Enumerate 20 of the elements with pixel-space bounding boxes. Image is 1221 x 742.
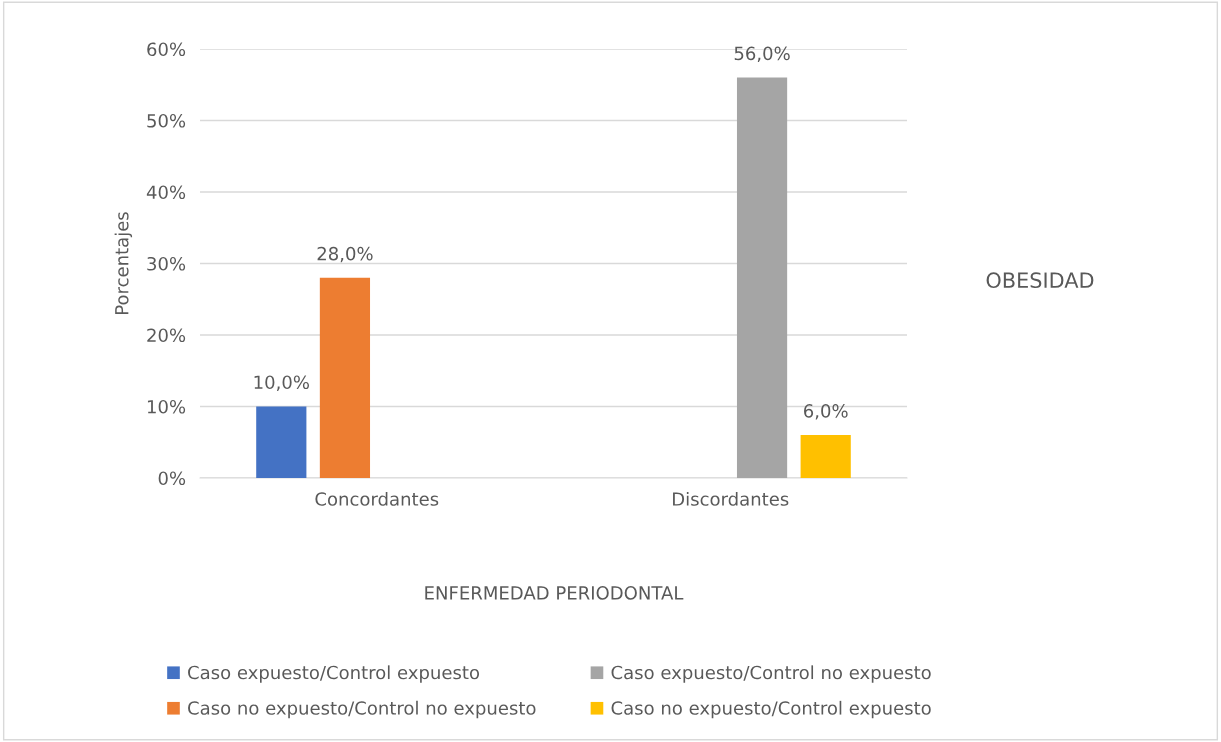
y-tick-label: 30% xyxy=(147,256,186,271)
x-tick-label: Concordantes xyxy=(315,491,439,506)
y-tick-label: 10% xyxy=(147,399,186,414)
y-tick-label: 50% xyxy=(147,113,186,128)
legend-label: Caso no expuesto/Control no expuesto xyxy=(188,700,536,719)
y-tick-label: 20% xyxy=(147,328,186,343)
data-label: 6,0% xyxy=(804,404,848,420)
x-axis-title: ENFERMEDAD PERIODONTAL xyxy=(425,586,684,600)
legend-label: Caso expuesto/Control expuesto xyxy=(188,665,480,683)
text: OBESIDAD xyxy=(986,272,1094,289)
data-label: 10,0% xyxy=(254,375,309,391)
y-tick-label: 60% xyxy=(147,42,186,57)
data-label: 28,0% xyxy=(317,246,373,263)
data-label: 56,0% xyxy=(734,46,790,63)
y-tick-label: 40% xyxy=(146,185,186,200)
legend-label: Caso expuesto/Control no expuesto xyxy=(611,665,931,683)
legend-label: Caso no expuesto/Control expuesto xyxy=(611,700,931,719)
y-tick-label: 0% xyxy=(158,471,186,486)
x-tick-label: Discordantes xyxy=(673,491,789,506)
y-axis-title: Porcentajes xyxy=(114,212,133,314)
